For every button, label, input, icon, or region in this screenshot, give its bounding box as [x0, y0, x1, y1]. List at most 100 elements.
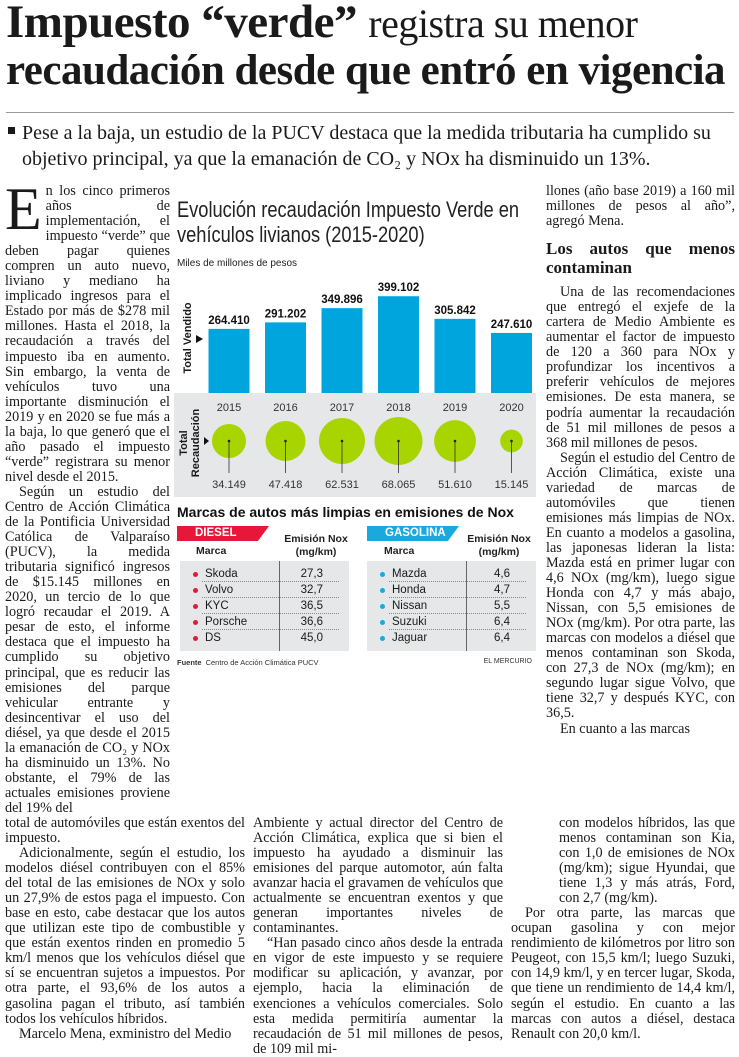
infographic: Evolución recaudación Impuesto Verde en … [174, 193, 540, 673]
bubble-center-dot [510, 439, 513, 443]
row-divider [202, 613, 339, 614]
article-column-4: con modelos híbridos, las que menos cont… [511, 814, 735, 1042]
bar-value-label: 291.202 [265, 308, 307, 320]
square-bullet-icon [8, 127, 15, 134]
row-divider [202, 581, 339, 582]
row-divider [389, 613, 526, 614]
table-row: Jaguar 6,4 [367, 630, 536, 646]
paragraph: con modelos híbridos, las que menos cont… [559, 814, 735, 907]
paragraph: Marcelo Mena, exministro del Medio [19, 1025, 232, 1042]
bullet-dot-icon [193, 636, 198, 641]
brand-name: Mazda [392, 568, 427, 580]
header-line: (mg/km) [295, 546, 337, 558]
row-divider [202, 629, 339, 630]
gasolina-table: Mazda 4,6 Honda 4,7 Nissan 5,5 Suzuki 6,4 Jaguar… [367, 561, 536, 651]
source-text: Centro de Acción Climática PUCV [205, 658, 319, 667]
chart-title: Evolución recaudación Impuesto Verde en … [177, 197, 539, 251]
bubble-center-dot [284, 439, 287, 443]
header-line: Emisión Nox [284, 533, 348, 545]
emission-value: 27,3 [300, 568, 323, 580]
row-divider [389, 629, 526, 630]
chart-unit: Miles de millones de pesos [177, 258, 298, 269]
table-row: KYC 36,5 [180, 598, 349, 614]
bullet-dot-icon [380, 636, 385, 641]
divider [6, 112, 734, 113]
paragraph: n los cinco primeros años de implementac… [5, 183, 170, 485]
bar [491, 332, 532, 393]
chart-title-text: Evolución recaudación Impuesto Verde en … [177, 197, 520, 247]
bubble-value-label: 68.065 [382, 479, 416, 491]
col-header-emision: Emisión Nox (mg/km) [276, 533, 356, 559]
emission-value: 4,7 [494, 584, 510, 596]
credit: EL MERCURIO [483, 658, 532, 665]
bullet-dot-icon [193, 620, 198, 625]
axis-label-recaudacion: Total Recaudación [178, 408, 202, 478]
table-row: Skoda 27,3 [180, 566, 349, 582]
table-row: Mazda 4,6 [367, 566, 536, 582]
paragraph: Según el estudio del Centro de Acción Cl… [546, 449, 735, 722]
source-label: Fuente [177, 658, 202, 667]
year-label: 2017 [330, 402, 354, 414]
bar-value-label: 399.102 [378, 282, 420, 294]
paragraph: Adicionalmente, según el estudio, los mo… [5, 845, 245, 1027]
bullet-dot-icon [193, 604, 198, 609]
year-label: 2016 [273, 402, 297, 414]
bar [378, 296, 419, 393]
table-row: DS 45,0 [180, 630, 349, 646]
paragraph: Ambiente y actual director del Centro de… [253, 814, 503, 937]
source-line: Fuente Centro de Acción Climática PUCV [177, 658, 319, 667]
brand-name: Honda [392, 584, 426, 596]
emission-value: 36,5 [300, 600, 323, 612]
emission-value: 36,6 [300, 616, 323, 628]
brand-name: Volvo [205, 584, 234, 596]
year-label: 2018 [386, 402, 410, 414]
brand-name: Porsche [205, 616, 248, 628]
brand-name: Nissan [392, 600, 428, 612]
brand-name: Suzuki [392, 616, 427, 628]
subheading: Los autos que menos contaminan [546, 239, 735, 278]
bar [434, 318, 476, 393]
bubble-center-dot [227, 439, 231, 443]
table-row: Volvo 32,7 [180, 582, 349, 598]
col-header-marca: Marca [384, 545, 415, 557]
table-row: Suzuki 6,4 [367, 614, 536, 630]
table-row: Porsche 36,6 [180, 614, 349, 630]
year-label: 2019 [443, 402, 467, 414]
arrow-right-icon [204, 437, 209, 445]
brand-name: KYC [205, 600, 229, 612]
brand-name: Skoda [205, 568, 238, 580]
headline-line-2: recaudación desde que entró en vigencia [6, 47, 726, 94]
bullet-dot-icon [380, 604, 385, 609]
emission-value: 6,4 [494, 632, 510, 644]
bar-value-label: 305.842 [434, 305, 476, 317]
year-label: 2015 [217, 402, 241, 414]
bubble-center-dot [453, 439, 457, 443]
headline-bold: Impuesto “verde” [6, 0, 358, 48]
bullet-dot-icon [380, 620, 385, 625]
paragraph: Según un estudio del Centro de Acción Cl… [5, 483, 170, 816]
brand-name: DS [205, 632, 221, 644]
arrow-right-icon [196, 335, 203, 343]
chart-svg: 264.410 2015 34.149 291.202 2016 47.418 349.89… [196, 282, 532, 491]
headline-regular: registra su menor [368, 1, 638, 46]
row-divider [202, 597, 339, 598]
emission-value: 6,4 [494, 616, 510, 628]
dropcap: E [5, 176, 42, 242]
emission-value: 45,0 [300, 632, 323, 644]
bar [265, 322, 306, 393]
bar [321, 308, 363, 393]
header-line: Emisión Nox [467, 533, 531, 545]
bullet-dot-icon [193, 588, 198, 593]
col-header-emision: Emisión Nox (mg/km) [459, 533, 539, 559]
table-title: Marcas de autos más limpias en emisiones… [177, 504, 514, 520]
bubble-value-label: 51.610 [438, 479, 472, 491]
article-bottom-row: total de automóviles que están exentos d… [0, 814, 739, 1057]
paragraph: total de automóviles que están exentos d… [5, 814, 245, 847]
gasolina-tag: GASOLINA [367, 526, 459, 541]
paragraph: En cuanto a las marcas [560, 720, 690, 737]
row-divider [389, 597, 526, 598]
bullet-dot-icon [380, 588, 385, 593]
bullet-dot-icon [193, 572, 198, 577]
